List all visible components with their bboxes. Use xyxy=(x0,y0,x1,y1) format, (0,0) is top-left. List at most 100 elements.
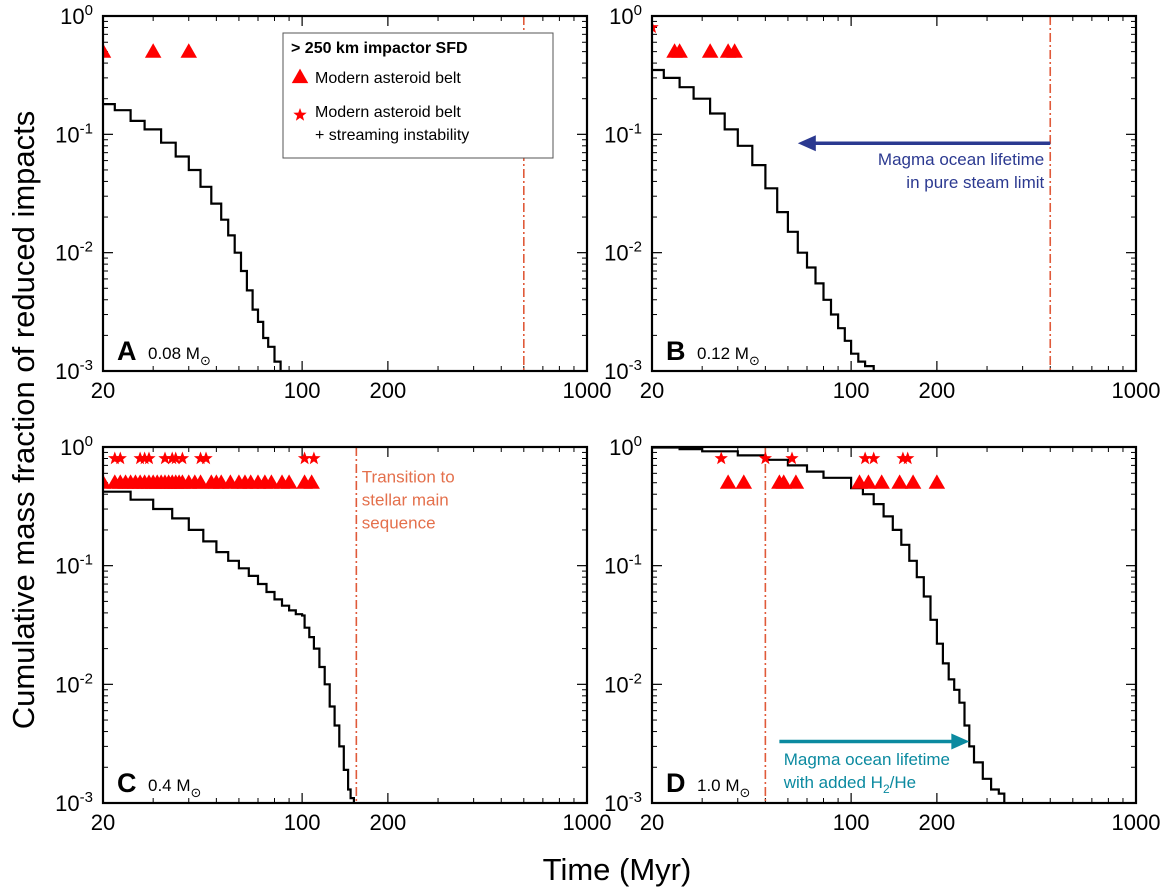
y-tick-label: 100 xyxy=(609,2,642,29)
star-marker xyxy=(142,451,156,465)
panel-label: B xyxy=(666,336,686,366)
lifetime-arrow-head xyxy=(797,135,816,152)
plot-area xyxy=(652,447,1006,803)
legend-item-label: + streaming instability xyxy=(315,127,469,144)
y-tick-label: 10-3 xyxy=(55,357,93,384)
triangle-marker xyxy=(787,474,805,489)
x-tick-label: 100 xyxy=(833,378,870,403)
y-axis-title: Cumulative mass fraction of reduced impa… xyxy=(6,111,41,730)
triangle-marker xyxy=(192,474,209,489)
x-tick-label: 100 xyxy=(833,810,870,835)
triangle-marker xyxy=(719,474,737,489)
triangle-marker xyxy=(860,474,877,489)
triangle-marker xyxy=(263,474,280,489)
annotation-text: Transition to xyxy=(362,468,455,487)
cumulative-curve xyxy=(652,68,875,371)
triangle-marker xyxy=(873,474,890,489)
panel-frame xyxy=(650,445,1138,805)
cumulative-curve xyxy=(103,490,355,803)
x-tick-label: 20 xyxy=(640,810,664,835)
star-marker xyxy=(193,451,208,465)
legend: > 250 km impactor SFD Modern asteroid bel… xyxy=(282,32,554,159)
triangle-marker xyxy=(904,474,922,489)
star-marker xyxy=(297,451,312,465)
triangle-marker xyxy=(180,43,198,58)
triangle-marker xyxy=(280,474,298,489)
x-tick-label: 100 xyxy=(284,810,321,835)
lifetime-arrow-head xyxy=(951,733,970,750)
panel-a: 20 100 200 1000 100 10-1 10-2 10-3 A 0.08 M⊙ xyxy=(55,2,611,403)
y-tick-label: 100 xyxy=(60,2,93,29)
y-tick-label: 10-2 xyxy=(604,670,642,697)
triangle-marker xyxy=(303,474,320,489)
y-tick-label: 10-3 xyxy=(604,789,642,816)
y-tick-label: 10-3 xyxy=(55,789,93,816)
triangle-marker xyxy=(103,43,112,58)
panel-label: C xyxy=(117,768,137,798)
panel-label: A xyxy=(117,336,137,366)
triangle-marker xyxy=(775,474,792,489)
cumulative-curve xyxy=(652,447,1006,803)
y-tick-label: 10-1 xyxy=(55,120,93,147)
panel-d: 20 100 200 1000 100 10-1 10-2 10-3 Magma ocean l… xyxy=(604,433,1160,835)
y-tick-label: 10-1 xyxy=(55,552,93,579)
star-marker xyxy=(758,451,772,465)
x-tick-label: 200 xyxy=(919,378,956,403)
star-marker xyxy=(867,451,881,465)
y-tick-label: 10-1 xyxy=(604,120,642,147)
annotation-text: Magma ocean lifetime xyxy=(784,750,950,769)
y-tick-label: 10-3 xyxy=(604,357,642,384)
y-tick-label: 10-2 xyxy=(55,670,93,697)
star-marker xyxy=(652,20,659,34)
x-axis-title: Time (Myr) xyxy=(543,852,692,887)
panel-frame xyxy=(650,14,1138,373)
x-tick-label: 1000 xyxy=(1112,810,1161,835)
legend-star-marker xyxy=(293,108,307,121)
star-marker xyxy=(896,451,910,465)
x-tick-label: 20 xyxy=(91,810,115,835)
star-marker xyxy=(158,451,172,465)
triangle-marker xyxy=(144,43,162,58)
panel-mass-label: 0.4 M⊙ xyxy=(148,776,201,800)
star-marker xyxy=(175,451,190,465)
x-tick-label: 20 xyxy=(91,378,115,403)
x-tick-label: 1000 xyxy=(1112,378,1161,403)
x-tick-label: 1000 xyxy=(563,810,612,835)
legend-item-label: Modern asteroid belt xyxy=(315,70,461,87)
star-marker xyxy=(901,451,915,465)
star-marker xyxy=(785,451,799,465)
y-tick-label: 100 xyxy=(609,433,642,460)
panel-b: 20 100 200 1000 100 10-1 10-2 10-3 Magma ocean l… xyxy=(604,2,1160,403)
x-tick-label: 1000 xyxy=(563,378,612,403)
y-tick-label: 10-2 xyxy=(604,239,642,266)
legend-triangle-marker xyxy=(291,68,309,84)
legend-title: > 250 km impactor SFD xyxy=(291,40,468,57)
plot-area xyxy=(103,447,358,803)
annotation-text: sequence xyxy=(362,514,436,533)
star-marker xyxy=(307,451,321,465)
y-tick-label: 100 xyxy=(60,433,93,460)
triangle-marker xyxy=(701,43,719,58)
cumulative-curve xyxy=(103,103,282,371)
star-marker xyxy=(199,451,213,465)
triangle-marker xyxy=(735,474,753,489)
annotation-text: Magma ocean lifetime xyxy=(878,150,1044,169)
legend-item-label: Modern asteroid belt xyxy=(315,104,461,121)
x-tick-label: 200 xyxy=(370,378,407,403)
y-tick-label: 10-2 xyxy=(55,239,93,266)
triangle-marker xyxy=(928,474,946,489)
panel-mass-label: 1.0 M⊙ xyxy=(697,776,750,800)
star-marker xyxy=(714,451,728,465)
panel-mass-label: 0.12 M⊙ xyxy=(697,344,760,368)
annotation-text: in pure steam limit xyxy=(906,173,1044,192)
annotation-text: with added H2/He xyxy=(783,773,916,796)
panel-label: D xyxy=(666,768,686,798)
triangle-marker xyxy=(726,43,743,58)
triangle-marker xyxy=(103,474,112,489)
panel-mass-label: 0.08 M⊙ xyxy=(148,344,211,368)
x-tick-label: 100 xyxy=(284,378,321,403)
x-tick-label: 200 xyxy=(919,810,956,835)
x-tick-label: 20 xyxy=(640,378,664,403)
panel-frame xyxy=(101,14,589,373)
